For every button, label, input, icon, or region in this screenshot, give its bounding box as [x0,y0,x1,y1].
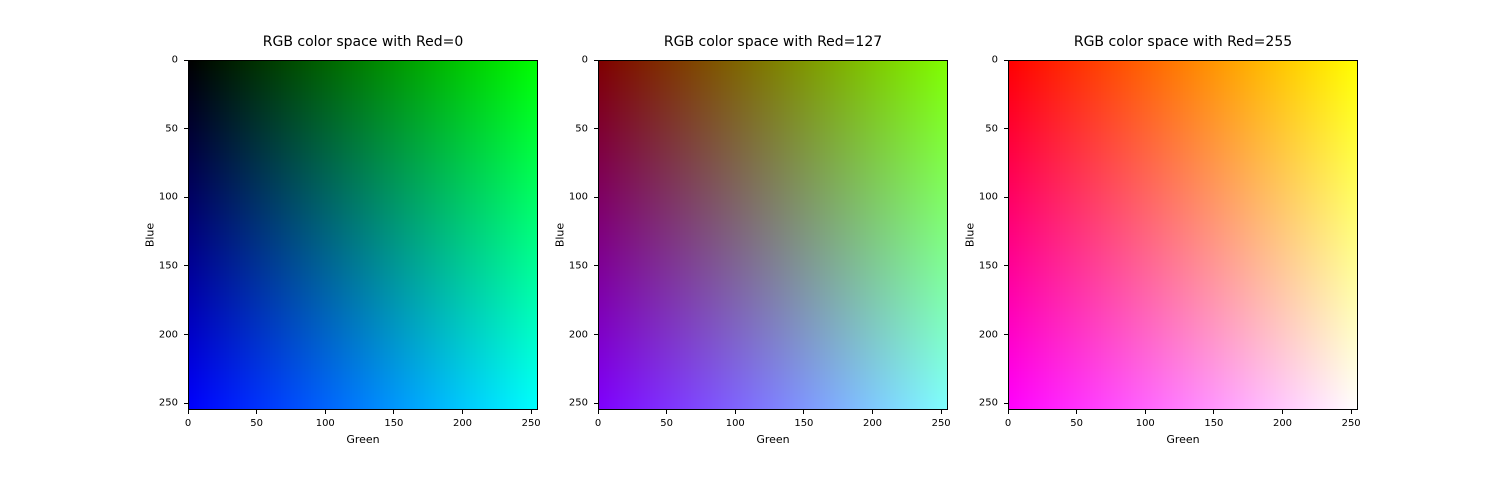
y-axis-label: Blue [964,223,977,247]
subplot-title: RGB color space with Red=255 [1008,34,1358,50]
x-tick-label: 50 [660,410,673,429]
subplot-title: RGB color space with Red=127 [598,34,948,50]
y-tick-label: 200 [569,329,598,340]
subplot-red0: RGB color space with Red=0 Blue Green 05… [188,60,538,410]
subplot-title: RGB color space with Red=0 [188,34,538,50]
x-tick-label: 50 [250,410,263,429]
axes-spines [1008,60,1358,410]
y-tick-label: 150 [569,260,598,271]
y-tick-label: 50 [575,123,598,134]
x-tick-label: 100 [726,410,745,429]
y-tick-label: 100 [569,192,598,203]
x-tick-label: 200 [863,410,882,429]
axes-spines [598,60,948,410]
y-tick-label: 250 [159,398,188,409]
subplot-red255: RGB color space with Red=255 Blue Green … [1008,60,1358,410]
x-tick-label: 0 [595,410,601,429]
x-tick-label: 150 [794,410,813,429]
x-axis-label: Green [1008,433,1358,446]
x-tick-label: 250 [1342,410,1361,429]
y-tick-label: 250 [979,398,1008,409]
axes-spines [188,60,538,410]
y-tick-label: 50 [985,123,1008,134]
y-tick-label: 100 [979,192,1008,203]
y-tick-label: 0 [582,55,598,66]
y-axis-label: Blue [144,223,157,247]
subplot-red127: RGB color space with Red=127 Blue Green … [598,60,948,410]
x-tick-label: 150 [1204,410,1223,429]
x-tick-label: 0 [185,410,191,429]
y-tick-label: 100 [159,192,188,203]
x-tick-label: 100 [316,410,335,429]
y-tick-label: 250 [569,398,598,409]
x-tick-label: 250 [522,410,541,429]
x-tick-label: 50 [1070,410,1083,429]
x-tick-label: 0 [1005,410,1011,429]
y-tick-label: 50 [165,123,188,134]
x-tick-label: 100 [1136,410,1155,429]
x-tick-label: 200 [1273,410,1292,429]
y-axis-label: Blue [554,223,567,247]
x-axis-label: Green [598,433,948,446]
x-tick-label: 250 [932,410,951,429]
y-tick-label: 150 [159,260,188,271]
figure: RGB color space with Red=0 Blue Green 0 5… [0,0,1500,500]
y-tick-label: 0 [992,55,1008,66]
y-tick-label: 150 [979,260,1008,271]
y-tick-label: 200 [979,329,1008,340]
y-tick-label: 200 [159,329,188,340]
x-tick-label: 200 [453,410,472,429]
y-tick-label: 0 [172,55,188,66]
x-axis-label: Green [188,433,538,446]
x-tick-label: 150 [384,410,403,429]
